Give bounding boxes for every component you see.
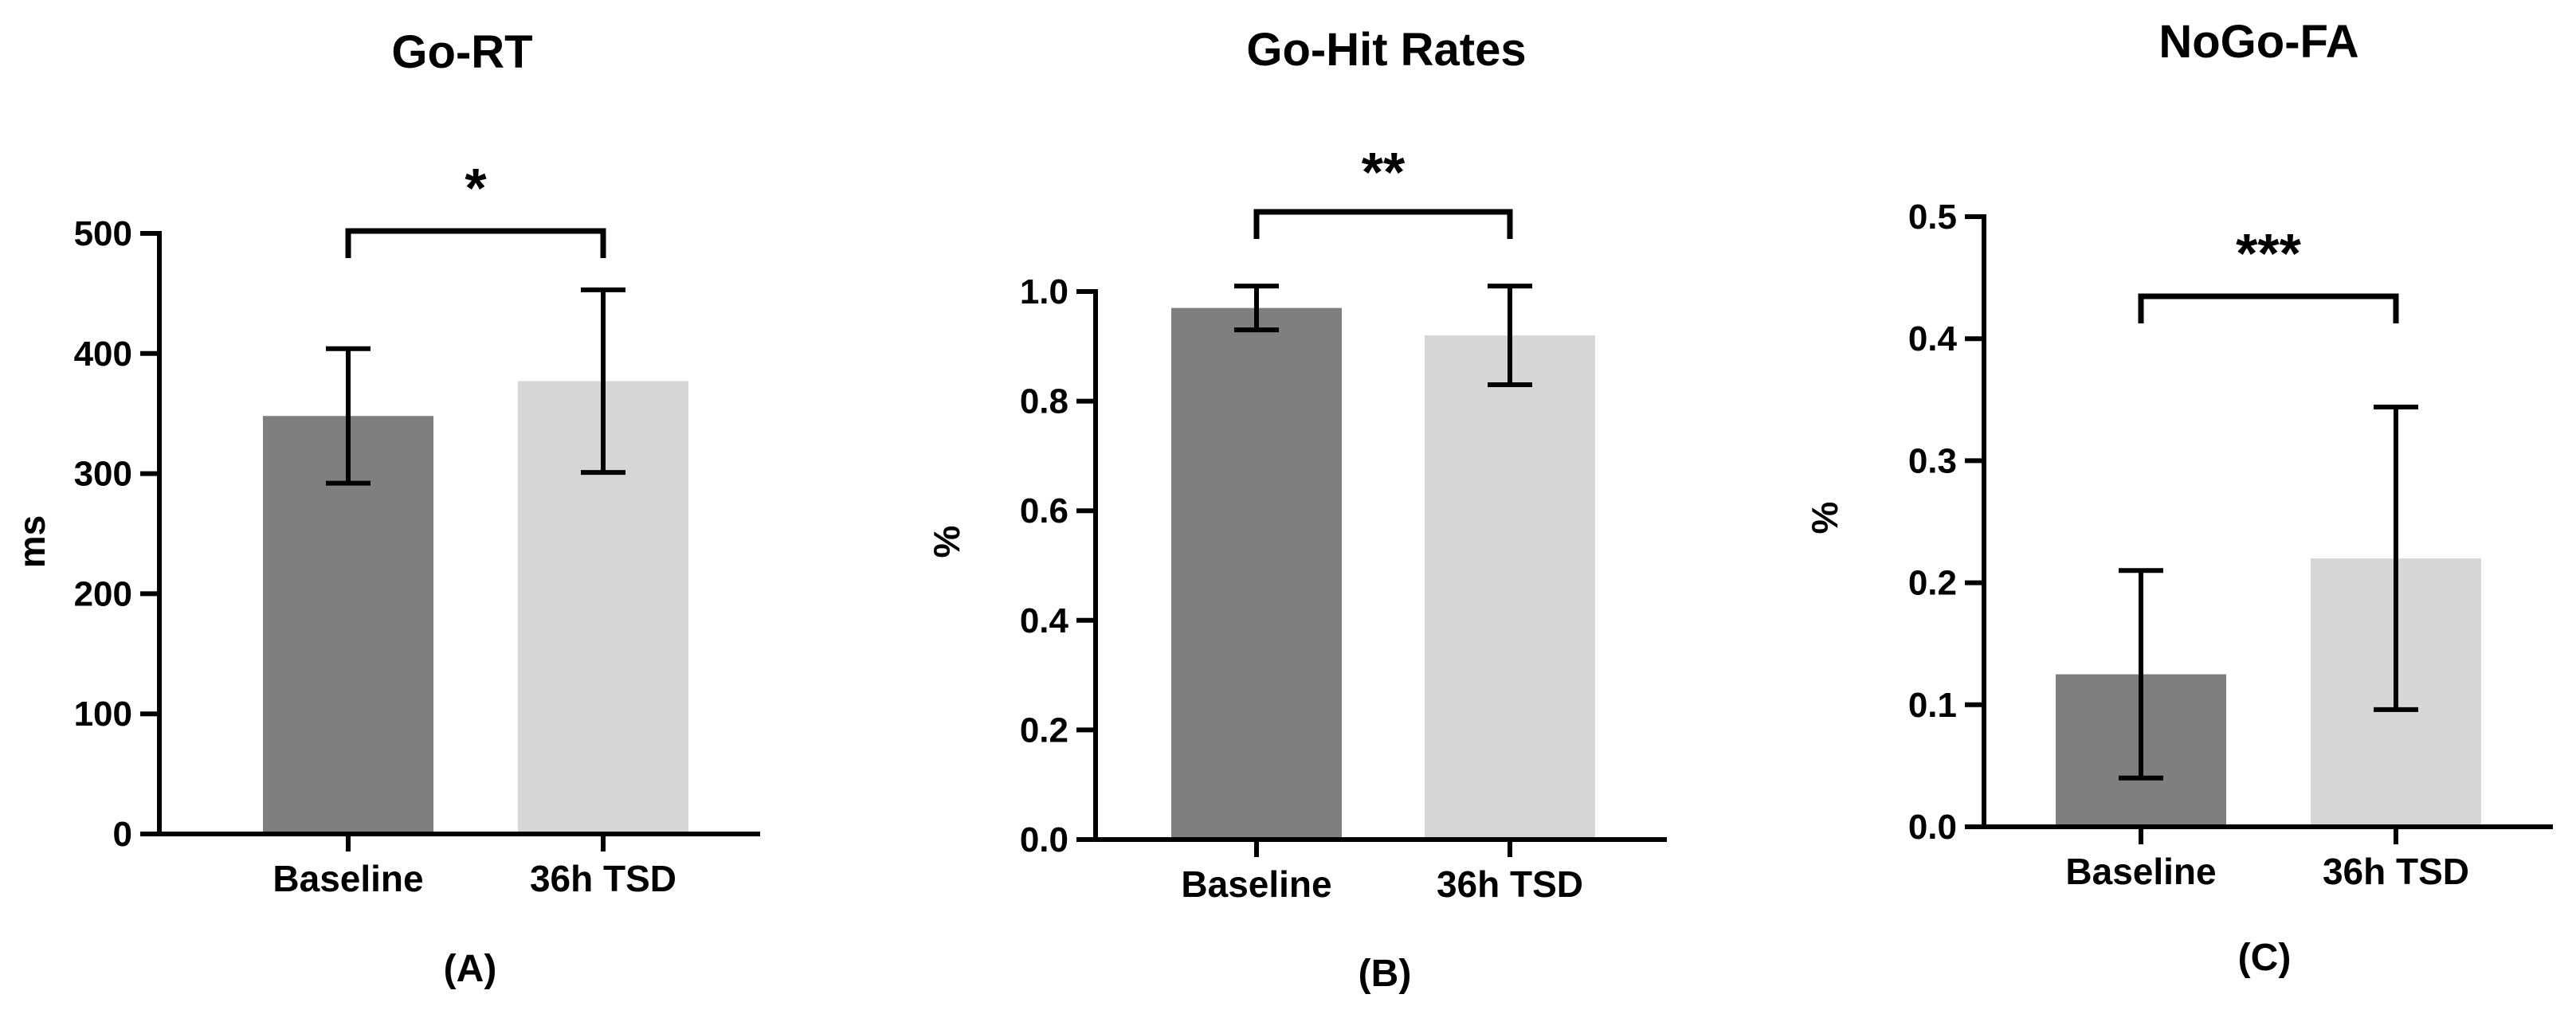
x-tick-label: 36h TSD [530, 858, 676, 899]
significance-bracket [345, 228, 606, 258]
y-tick-label: 0.4 [1020, 601, 1069, 640]
error-bar [581, 287, 625, 476]
y-axis-label: % [926, 526, 967, 558]
chart-title: Go-RT [391, 26, 532, 78]
x-tick-label: Baseline [2065, 851, 2216, 892]
y-tick-label: 0.4 [1908, 319, 1958, 358]
error-bar [326, 346, 371, 486]
y-tick-label: 400 [74, 335, 132, 374]
error-bar [1234, 284, 1279, 333]
chart-title: NoGo-FA [2158, 16, 2358, 68]
panel-label: (C) [2238, 937, 2292, 979]
x-tick-label: Baseline [1181, 863, 1331, 905]
bar-36h-tsd [1425, 335, 1595, 840]
y-tick-label: 0.1 [1908, 686, 1957, 725]
chart-title: Go-Hit Rates [1246, 24, 1526, 76]
y-tick-label: 300 [74, 455, 132, 494]
y-tick-label: 0.2 [1020, 711, 1068, 750]
y-tick-label: 1.0 [1020, 272, 1068, 311]
panel-label: (A) [444, 948, 497, 990]
x-tick-label: 36h TSD [1437, 863, 1583, 905]
y-tick-label: 0 [113, 815, 132, 854]
y-tick-label: 0.0 [1020, 820, 1068, 859]
x-tick-label: Baseline [272, 858, 423, 899]
significance-label: ** [1362, 141, 1406, 203]
error-bar [1488, 284, 1532, 387]
y-axis-label: ms [11, 515, 53, 568]
error-bar [2119, 568, 2163, 781]
y-tick-label: 0.0 [1908, 808, 1957, 847]
y-tick-label: 0.8 [1020, 382, 1068, 421]
significance-label: * [465, 157, 487, 219]
y-tick-label: 0.2 [1908, 564, 1957, 603]
bar-baseline [1171, 307, 1342, 840]
significance-bracket [1253, 209, 1513, 239]
y-tick-label: 0.5 [1908, 198, 1957, 237]
y-tick-label: 100 [74, 695, 132, 734]
panel-label: (B) [1359, 953, 1412, 995]
y-axis-label: % [1804, 502, 1845, 534]
significance-label: *** [2236, 222, 2301, 284]
y-tick-label: 0.3 [1908, 441, 1957, 480]
error-bar [2374, 404, 2418, 712]
y-tick-label: 200 [74, 574, 132, 613]
bar-baseline [263, 416, 433, 834]
chart-panel-1: Go-RT ms 0 100 200 300 400 500 Baseline 36h TSD * (… [11, 26, 760, 990]
chart-panel-2: Go-Hit Rates% 0.0 0.2 0.4 0.6 0.8 1.0 Baseline 3… [926, 24, 1667, 995]
x-tick-label: 36h TSD [2323, 851, 2469, 892]
chart-panel-3: NoGo-FA% 0.0 0.1 0.2 0.3 0.4 0.5 Baseline 36h TS… [1804, 16, 2553, 979]
significance-bracket [2138, 293, 2399, 323]
y-tick-label: 500 [74, 214, 132, 253]
y-tick-label: 0.6 [1020, 491, 1068, 530]
